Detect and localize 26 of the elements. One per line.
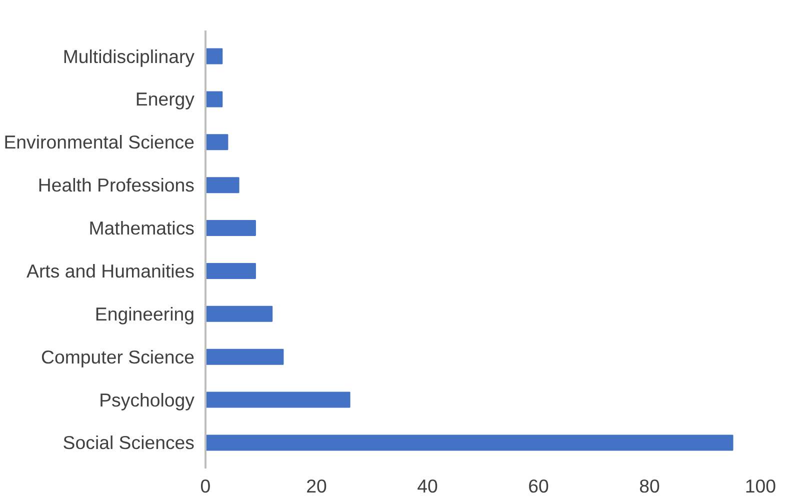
y-tick-label: Engineering [94,303,194,324]
y-tick-label: Multidisciplinary [62,46,196,67]
y-tick-label: Health Professions [38,174,195,196]
bar [206,48,223,64]
y-tick-label: Psychology [99,389,196,410]
x-tick-label: 80 [639,476,660,496]
bar [206,91,223,108]
y-tick-label: Energy [135,88,196,110]
y-tick-label: Environmental Science [4,132,195,153]
x-tick-label: 0 [200,476,211,496]
bar [206,434,734,451]
x-tick-label: 60 [528,476,549,496]
bar [206,262,256,279]
bar [206,306,273,322]
bar [206,220,256,236]
bar [206,177,240,194]
y-tick-label: Computer Science [41,346,194,368]
bar [206,134,228,150]
y-tick-label: Mathematics [88,218,195,239]
x-tick-label: 100 [744,476,776,496]
bar [206,348,284,365]
x-tick-label: 20 [306,476,327,496]
y-tick-label: Arts and Humanities [26,260,195,282]
bar [206,392,350,408]
x-tick-label: 40 [417,476,438,496]
y-tick-label: Social Sciences [62,432,195,454]
